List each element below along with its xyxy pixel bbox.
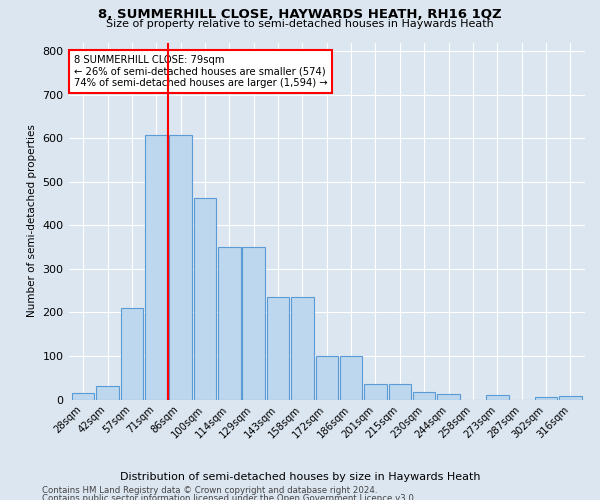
Bar <box>413 392 436 400</box>
Bar <box>218 247 241 400</box>
Bar <box>389 384 411 400</box>
Bar <box>486 395 509 400</box>
Bar <box>194 198 216 400</box>
Bar <box>267 297 289 400</box>
Text: 8 SUMMERHILL CLOSE: 79sqm
← 26% of semi-detached houses are smaller (574)
74% of: 8 SUMMERHILL CLOSE: 79sqm ← 26% of semi-… <box>74 55 328 88</box>
Text: Distribution of semi-detached houses by size in Haywards Heath: Distribution of semi-detached houses by … <box>120 472 480 482</box>
Text: Size of property relative to semi-detached houses in Haywards Heath: Size of property relative to semi-detach… <box>106 19 494 29</box>
Bar <box>535 398 557 400</box>
Bar <box>316 356 338 400</box>
Y-axis label: Number of semi-detached properties: Number of semi-detached properties <box>27 124 37 318</box>
Bar <box>145 135 167 400</box>
Bar <box>364 384 386 400</box>
Text: 8, SUMMERHILL CLOSE, HAYWARDS HEATH, RH16 1QZ: 8, SUMMERHILL CLOSE, HAYWARDS HEATH, RH1… <box>98 8 502 20</box>
Bar <box>97 386 119 400</box>
Bar <box>169 135 192 400</box>
Bar <box>437 394 460 400</box>
Bar <box>72 394 94 400</box>
Bar <box>291 297 314 400</box>
Bar <box>559 396 581 400</box>
Bar <box>340 356 362 400</box>
Bar <box>242 247 265 400</box>
Text: Contains public sector information licensed under the Open Government Licence v3: Contains public sector information licen… <box>42 494 416 500</box>
Text: Contains HM Land Registry data © Crown copyright and database right 2024.: Contains HM Land Registry data © Crown c… <box>42 486 377 495</box>
Bar <box>121 308 143 400</box>
